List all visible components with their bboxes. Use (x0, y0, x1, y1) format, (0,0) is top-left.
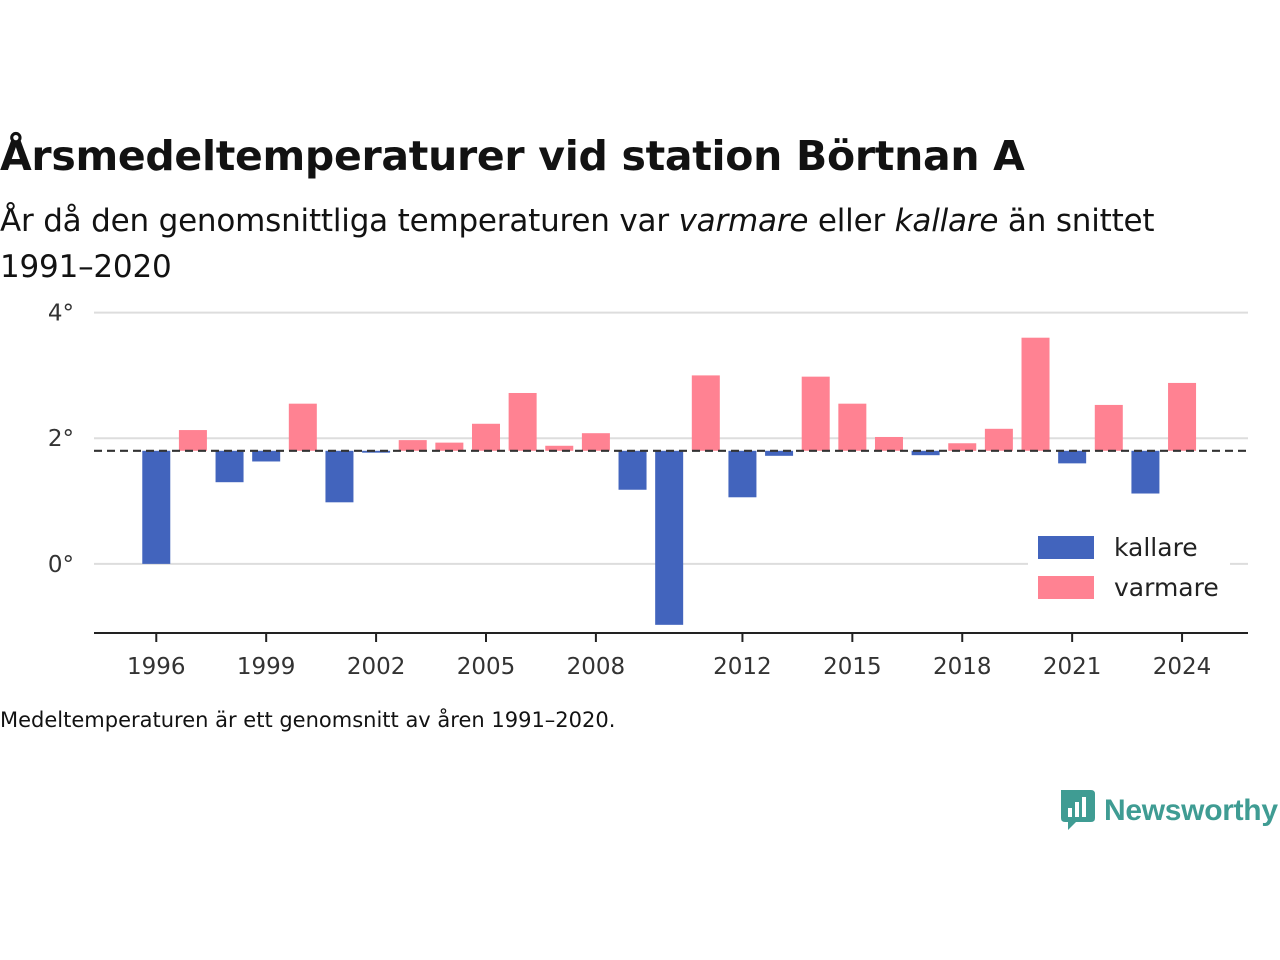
brand-name: Newsworthy (1104, 794, 1278, 827)
bar-2008 (581, 433, 610, 451)
bar-2021 (1058, 450, 1087, 464)
chart-subtitle: År då den genomsnittliga temperaturen va… (0, 198, 1200, 290)
legend-swatch-kallare (1038, 536, 1094, 559)
subtitle-part-3: än snittet 1991–2020 (0, 203, 1155, 285)
bar-2005 (471, 423, 500, 451)
y-tick-labels: 0° 2° 4° (48, 301, 74, 578)
x-tick-label: 2002 (347, 654, 406, 680)
temperature-bar-chart: 0° 2° 4° 1996 1999 2002 2005 2008 2012 2015 2018 2… (48, 301, 1248, 680)
bar-1996 (142, 450, 171, 564)
bar-2004 (435, 442, 464, 451)
x-tick-label: 2024 (1153, 654, 1212, 680)
x-tick-label: 2005 (457, 654, 516, 680)
bar-2011 (691, 375, 720, 451)
y-tick-label: 0° (48, 552, 74, 578)
bar-2001 (325, 450, 354, 503)
subtitle-warmer-word: varmare (678, 203, 809, 239)
bar-2014 (801, 376, 830, 451)
newsworthy-logo-icon (1061, 790, 1095, 830)
bar-2024 (1168, 382, 1197, 451)
subtitle-part-1: År då den genomsnittliga temperaturen va… (0, 203, 679, 239)
bar-2009 (618, 450, 647, 490)
bar-2006 (508, 392, 537, 451)
footnote: Medeltemperaturen är ett genomsnitt av å… (0, 708, 616, 732)
bar-2016 (874, 436, 903, 451)
bar-2020 (1021, 337, 1050, 451)
bar-1998 (215, 450, 244, 483)
chart-title: Årsmedeltemperaturer vid station Börtnan… (0, 132, 1025, 180)
x-tick-label: 2015 (823, 654, 882, 680)
legend: kallare varmare (1028, 530, 1230, 606)
bar-2003 (398, 440, 427, 451)
x-ticks: 1996 1999 2002 2005 2008 2012 2015 2018 2021 2024 (127, 633, 1211, 680)
bar-2002 (362, 450, 391, 453)
bar-2015 (838, 403, 867, 451)
y-tick-label: 4° (48, 301, 74, 327)
x-tick-label: 2021 (1043, 654, 1102, 680)
x-tick-label: 2018 (933, 654, 992, 680)
bar-2007 (545, 445, 574, 451)
legend-label-varmare: varmare (1114, 573, 1219, 602)
bars-layer (142, 337, 1197, 625)
bar-2022 (1094, 404, 1123, 451)
legend-swatch-varmare (1038, 576, 1094, 599)
bar-2018 (948, 443, 977, 451)
bar-2000 (288, 403, 317, 451)
legend-label-kallare: kallare (1114, 533, 1198, 562)
bar-2013 (765, 450, 794, 456)
subtitle-part-2: eller (808, 203, 895, 239)
bar-1999 (252, 450, 281, 462)
subtitle-colder-word: kallare (894, 203, 999, 239)
x-tick-label: 1999 (237, 654, 296, 680)
y-tick-label: 2° (48, 426, 74, 452)
brand: Newsworthy (1058, 788, 1278, 834)
bar-2023 (1131, 450, 1160, 494)
x-tick-label: 2012 (713, 654, 772, 680)
x-tick-label: 2008 (567, 654, 626, 680)
bar-2019 (984, 428, 1013, 451)
bar-2017 (911, 450, 940, 456)
bar-2012 (728, 450, 757, 498)
bar-1997 (178, 430, 207, 451)
x-tick-label: 1996 (127, 654, 186, 680)
bar-2010 (655, 450, 684, 625)
